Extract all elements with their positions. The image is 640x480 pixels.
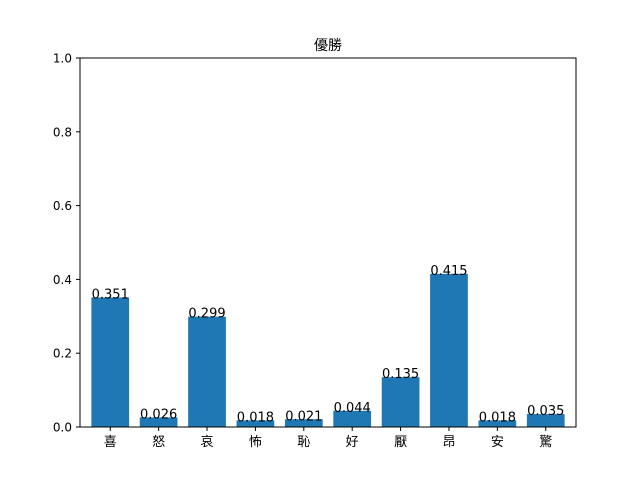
bar xyxy=(333,410,372,427)
bar xyxy=(381,377,420,427)
y-tick-label: 1.0 xyxy=(53,52,72,66)
bar xyxy=(284,419,323,427)
x-tick-label: 好 xyxy=(346,435,359,450)
bar xyxy=(526,414,565,427)
bar xyxy=(236,420,275,427)
bar-value-label: 0.299 xyxy=(188,307,225,322)
bar-value-label: 0.135 xyxy=(382,367,419,382)
x-axis: 喜怒哀怖恥好厭昂安驚 xyxy=(104,427,552,450)
y-tick-label: 0.6 xyxy=(53,199,72,213)
x-tick-label: 昂 xyxy=(442,435,455,450)
x-tick-label: 驚 xyxy=(539,434,552,450)
bar-value-label: 0.018 xyxy=(237,410,274,425)
bar-value-label: 0.044 xyxy=(334,401,371,416)
y-tick-label: 0.0 xyxy=(53,421,72,435)
bar xyxy=(430,273,468,427)
x-tick-label: 怖 xyxy=(249,434,262,450)
y-tick-label: 0.8 xyxy=(53,125,72,139)
bar-value-label: 0.021 xyxy=(285,409,322,424)
bar xyxy=(139,417,178,427)
bars-group xyxy=(91,273,565,427)
y-tick-label: 0.2 xyxy=(53,347,72,361)
bar xyxy=(478,420,517,427)
x-tick-label: 厭 xyxy=(394,435,407,450)
x-tick-label: 喜 xyxy=(104,435,117,450)
value-labels-group: 0.351 0.026 0.299 0.018 0.021 0.044 0.135 0.415… xyxy=(92,264,565,425)
bar-value-label: 0.415 xyxy=(430,264,467,279)
chart-title: 優勝 xyxy=(314,38,342,54)
x-tick-label: 哀 xyxy=(201,435,214,450)
bar xyxy=(91,297,130,427)
x-tick-label: 怒 xyxy=(152,435,165,450)
bar xyxy=(188,316,226,427)
plot-area-frame xyxy=(79,57,577,428)
bar-value-label: 0.035 xyxy=(527,404,564,419)
bar-value-label: 0.018 xyxy=(479,410,516,425)
bar-value-label: 0.026 xyxy=(140,407,177,422)
x-tick-label: 安 xyxy=(491,435,504,450)
y-axis: 0.0 0.2 0.4 0.6 0.8 1.0 xyxy=(53,52,80,435)
y-tick-label: 0.4 xyxy=(53,273,72,287)
x-tick-label: 恥 xyxy=(297,435,310,450)
bar-value-label: 0.351 xyxy=(92,287,129,302)
